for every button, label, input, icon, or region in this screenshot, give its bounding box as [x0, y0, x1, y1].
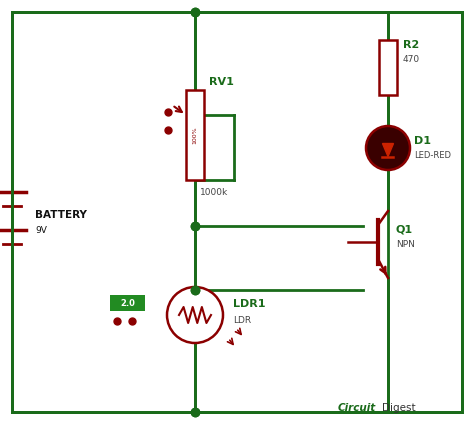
Text: 9V: 9V	[35, 226, 47, 235]
Circle shape	[366, 126, 410, 170]
Bar	[379, 40, 397, 95]
Text: NPN: NPN	[396, 240, 415, 249]
Text: Circuit: Circuit	[338, 403, 376, 413]
Text: 100%: 100%	[192, 126, 198, 144]
Text: RV1: RV1	[209, 77, 234, 87]
Text: BATTERY: BATTERY	[35, 210, 87, 220]
Text: R2: R2	[403, 40, 419, 50]
Text: D1: D1	[414, 136, 431, 146]
Text: LDR: LDR	[233, 316, 251, 325]
Text: 470: 470	[403, 55, 420, 64]
Text: LED-RED: LED-RED	[414, 151, 451, 160]
Circle shape	[167, 287, 223, 343]
Text: 2.0: 2.0	[120, 298, 135, 308]
Text: Digest: Digest	[382, 403, 416, 413]
Bar	[110, 295, 145, 311]
Bar	[186, 90, 204, 180]
Polygon shape	[383, 144, 393, 156]
Text: 1000k: 1000k	[200, 188, 228, 197]
Text: Q1: Q1	[396, 224, 413, 234]
Text: LDR1: LDR1	[233, 299, 265, 309]
